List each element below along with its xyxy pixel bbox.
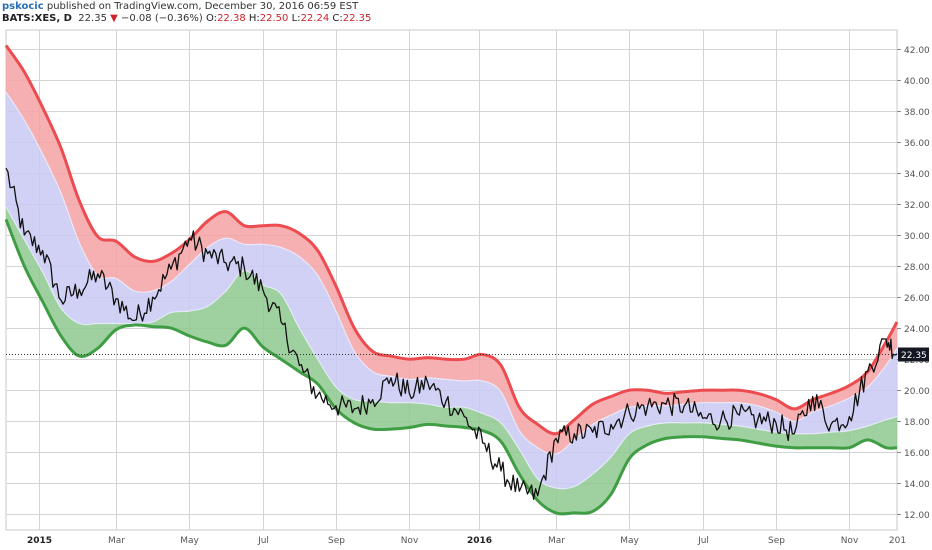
x-axis[interactable]: 2015 Mar May Jul Sep Nov 2016 Mar May Jul Sep Nov 20… (27, 536, 906, 546)
close-label: C: (332, 13, 343, 24)
x-tick-label: Nov (401, 536, 419, 546)
x-tick-label: May (180, 536, 199, 546)
y-tick-label: 16.00 (904, 449, 930, 459)
last-price-badge (898, 347, 929, 362)
x-tick-label: Nov (841, 536, 859, 546)
price-line (5, 167, 898, 500)
last-price-value: 22.35 (78, 13, 107, 24)
x-tick-label: 201 (889, 536, 906, 546)
y-tick-label: 12.00 (904, 511, 930, 521)
change-down-icon: ▼ (110, 13, 118, 24)
y-tick-label: 42.00 (904, 46, 930, 56)
x-tick-label: Jul (257, 536, 269, 546)
price-layer (5, 167, 898, 500)
y-tick-label: 36.00 (904, 139, 930, 149)
low-value: 22.24 (300, 13, 330, 24)
high-value: 22.50 (259, 13, 289, 24)
y-tick-label: 26.00 (904, 294, 930, 304)
open-label: O: (205, 13, 218, 24)
y-tick-label: 32.00 (904, 201, 930, 211)
last-price-label: 22.35 (901, 351, 927, 361)
y-tick-label: 24.00 (904, 325, 930, 335)
y-tick-label: 40.00 (904, 77, 930, 87)
x-tick-label: 2016 (467, 536, 492, 546)
x-tick-label: 2015 (27, 536, 52, 546)
x-tick-label: Mar (108, 536, 125, 546)
open-value: 22.38 (217, 13, 246, 24)
change-value: −0.08 (−0.36%) (121, 13, 203, 24)
upper-band-area (6, 45, 897, 455)
middle-band-area (6, 92, 897, 489)
y-tick-label: 34.00 (904, 170, 930, 180)
y-tick-label: 20.00 (904, 387, 930, 397)
y-tick-label: 38.00 (904, 108, 930, 118)
ohlc-legend: BATS:XES, D 22.35 ▼ −0.08 (−0.36%) O:22.… (2, 13, 371, 24)
upper-middle-line (5, 91, 898, 455)
lower-band-line (4, 218, 898, 516)
y-tick-label: 28.00 (904, 263, 930, 273)
close-value: 22.35 (342, 13, 372, 24)
published-text: published on TradingView.com, December 3… (46, 1, 359, 12)
symbol-label: BATS:XES, D (2, 13, 72, 24)
publish-line: pskocic published on TradingView.com, De… (2, 1, 358, 12)
y-tick-label: 18.00 (904, 418, 930, 428)
y-tick-label: 30.00 (904, 232, 930, 242)
x-tick-label: Mar (548, 536, 565, 546)
x-tick-label: Jul (697, 536, 709, 546)
author-name[interactable]: pskocic (2, 1, 44, 12)
x-tick-label: Sep (328, 536, 345, 546)
upper-band-line (4, 44, 899, 436)
high-label: H: (248, 13, 260, 24)
x-tick-label: May (620, 536, 639, 546)
y-tick-label: 14.00 (904, 480, 930, 490)
low-label: L: (291, 13, 301, 24)
channel-lines (4, 44, 899, 516)
y-axis[interactable]: 12.0014.0016.0018.0020.0022.0024.0026.00… (897, 46, 930, 521)
lower-middle-line (5, 206, 898, 490)
x-tick-label: Sep (768, 536, 785, 546)
